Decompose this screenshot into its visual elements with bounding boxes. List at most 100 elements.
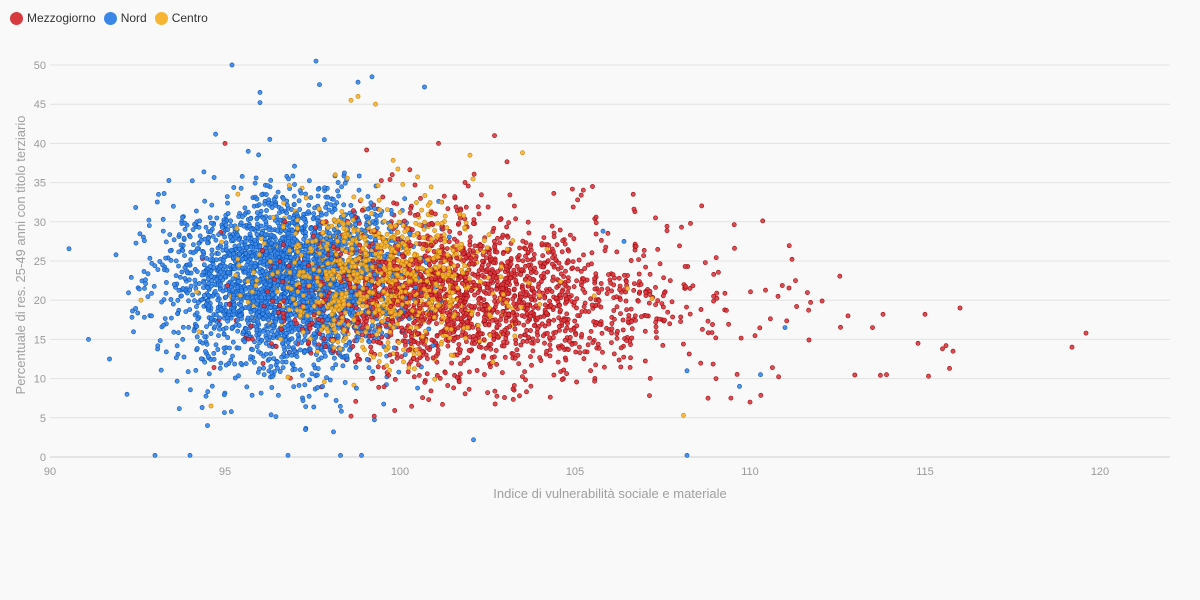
point-mezzogiorno xyxy=(537,355,543,361)
point-nord xyxy=(157,259,163,264)
point-centro xyxy=(234,225,240,231)
point-nord xyxy=(222,234,227,240)
point-mezzogiorno xyxy=(627,364,633,370)
point-nord xyxy=(113,252,119,258)
point-nord xyxy=(269,370,274,376)
point-nord xyxy=(179,269,185,275)
point-mezzogiorno xyxy=(418,195,423,201)
point-centro xyxy=(281,200,287,206)
point-mezzogiorno xyxy=(593,231,599,237)
point-centro xyxy=(463,335,468,341)
point-nord xyxy=(221,392,227,398)
point-nord xyxy=(243,286,249,292)
point-nord xyxy=(206,371,212,377)
point-mezzogiorno xyxy=(392,376,398,382)
point-centro xyxy=(401,359,406,365)
point-nord xyxy=(174,378,180,384)
point-centro xyxy=(397,209,403,215)
point-nord xyxy=(383,332,389,338)
point-nord xyxy=(266,295,271,301)
point-nord xyxy=(264,249,269,254)
point-nord xyxy=(255,335,261,341)
point-mezzogiorno xyxy=(546,242,552,248)
point-mezzogiorno xyxy=(657,261,663,267)
point-nord xyxy=(216,232,221,237)
point-mezzogiorno xyxy=(758,392,764,398)
point-mezzogiorno xyxy=(471,171,477,177)
point-mezzogiorno xyxy=(614,304,620,310)
point-mezzogiorno xyxy=(726,321,731,327)
point-centro xyxy=(406,365,412,371)
point-mezzogiorno xyxy=(501,343,507,349)
point-mezzogiorno xyxy=(396,317,402,323)
point-centro xyxy=(376,230,382,236)
point-mezzogiorno xyxy=(350,208,356,213)
point-nord xyxy=(190,292,195,298)
point-nord xyxy=(240,329,246,335)
point-centro xyxy=(477,278,483,284)
point-mezzogiorno xyxy=(475,311,481,317)
point-centro xyxy=(278,336,283,342)
point-mezzogiorno xyxy=(437,237,443,243)
point-nord xyxy=(335,188,340,194)
point-mezzogiorno xyxy=(434,321,439,326)
point-nord xyxy=(232,375,238,381)
point-centro xyxy=(413,241,419,247)
point-mezzogiorno xyxy=(687,311,693,317)
point-nord xyxy=(292,269,298,275)
point-nord xyxy=(208,315,214,321)
point-nord xyxy=(228,223,234,229)
point-centro xyxy=(235,256,241,262)
point-mezzogiorno xyxy=(624,338,629,343)
point-mezzogiorno xyxy=(571,284,577,290)
point-nord xyxy=(316,357,321,363)
point-mezzogiorno xyxy=(424,371,430,377)
point-mezzogiorno xyxy=(698,360,704,366)
point-mezzogiorno xyxy=(819,298,825,304)
point-mezzogiorno xyxy=(577,344,582,350)
point-mezzogiorno xyxy=(620,327,626,333)
point-nord xyxy=(186,298,191,304)
point-nord xyxy=(289,352,295,358)
point-centro xyxy=(298,252,304,258)
point-mezzogiorno xyxy=(517,245,522,251)
point-mezzogiorno xyxy=(757,325,763,331)
point-mezzogiorno xyxy=(476,344,482,350)
point-nord xyxy=(259,295,264,300)
point-mezzogiorno xyxy=(472,243,478,249)
point-centro xyxy=(379,319,385,324)
point-nord xyxy=(161,297,167,302)
point-mezzogiorno xyxy=(475,204,481,210)
point-mezzogiorno xyxy=(523,253,528,259)
point-centro xyxy=(432,228,437,233)
point-nord xyxy=(365,194,371,199)
point-nord xyxy=(310,216,316,222)
point-mezzogiorno xyxy=(363,318,369,324)
point-centro xyxy=(331,326,337,332)
point-nord xyxy=(275,392,281,398)
point-nord xyxy=(216,333,221,338)
point-nord xyxy=(285,340,291,345)
point-mezzogiorno xyxy=(513,216,518,222)
point-nord xyxy=(249,392,255,398)
point-nord xyxy=(246,305,251,311)
point-nord xyxy=(275,359,280,365)
point-mezzogiorno xyxy=(485,204,491,210)
point-mezzogiorno xyxy=(420,348,425,354)
point-nord xyxy=(303,404,309,409)
point-centro xyxy=(394,298,400,304)
point-mezzogiorno xyxy=(486,262,491,268)
point-mezzogiorno xyxy=(699,203,705,209)
point-mezzogiorno xyxy=(407,167,413,173)
point-mezzogiorno xyxy=(630,191,636,197)
point-nord xyxy=(236,345,242,351)
point-nord xyxy=(292,163,297,169)
point-mezzogiorno xyxy=(401,218,407,224)
point-nord xyxy=(202,334,207,340)
point-mezzogiorno xyxy=(417,282,423,288)
point-nord xyxy=(288,255,294,260)
point-mezzogiorno xyxy=(467,234,473,240)
point-mezzogiorno xyxy=(581,252,586,258)
point-nord xyxy=(350,298,356,304)
point-mezzogiorno xyxy=(488,341,494,347)
